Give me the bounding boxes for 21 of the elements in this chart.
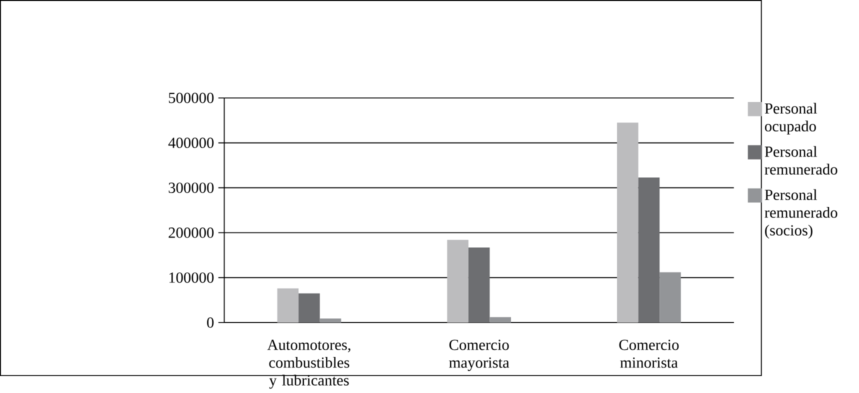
bar bbox=[468, 248, 490, 323]
legend-label: Personal ocupado bbox=[764, 103, 818, 135]
bar bbox=[617, 122, 638, 323]
bar bbox=[638, 178, 660, 323]
bar bbox=[298, 294, 320, 323]
legend-label: Personal remunerado (socios) bbox=[764, 189, 838, 239]
y-tick-label: 400000 bbox=[168, 138, 214, 148]
y-tick-label: 0 bbox=[207, 318, 214, 328]
x-tick-label: Comercio minorista bbox=[619, 340, 679, 368]
y-tick-label: 300000 bbox=[168, 182, 214, 194]
bar bbox=[277, 288, 299, 323]
bar bbox=[447, 240, 468, 323]
bar bbox=[490, 317, 511, 323]
x-tick-label: Automotores, combustibles y lubricantes bbox=[267, 340, 350, 389]
y-tick-label: 100000 bbox=[169, 272, 214, 284]
y-tick-label: 500000 bbox=[168, 92, 214, 104]
y-tick-label: 200000 bbox=[168, 228, 214, 238]
x-tick-label: Comercio mayorista bbox=[449, 340, 510, 372]
bar bbox=[320, 318, 342, 323]
bar bbox=[660, 272, 681, 323]
legend-label: Personal remunerado bbox=[764, 146, 838, 175]
